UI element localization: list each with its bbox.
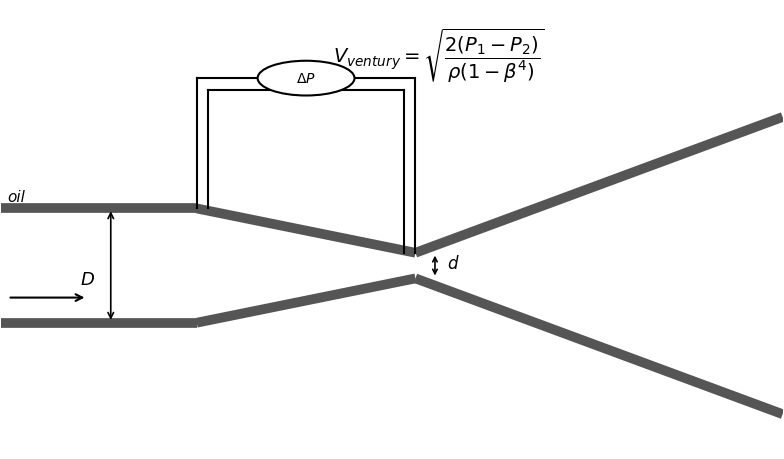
Text: d: d <box>447 255 457 273</box>
Text: $\Delta P$: $\Delta P$ <box>296 72 316 86</box>
Text: $V_{\mathit{ventury}} = \sqrt{\dfrac{2(P_1 - P_2)}{\rho(1-\beta^4)}}$: $V_{\mathit{ventury}} = \sqrt{\dfrac{2(P… <box>333 27 545 85</box>
Text: oil: oil <box>8 190 26 205</box>
Ellipse shape <box>258 62 354 96</box>
Text: D: D <box>81 271 94 289</box>
